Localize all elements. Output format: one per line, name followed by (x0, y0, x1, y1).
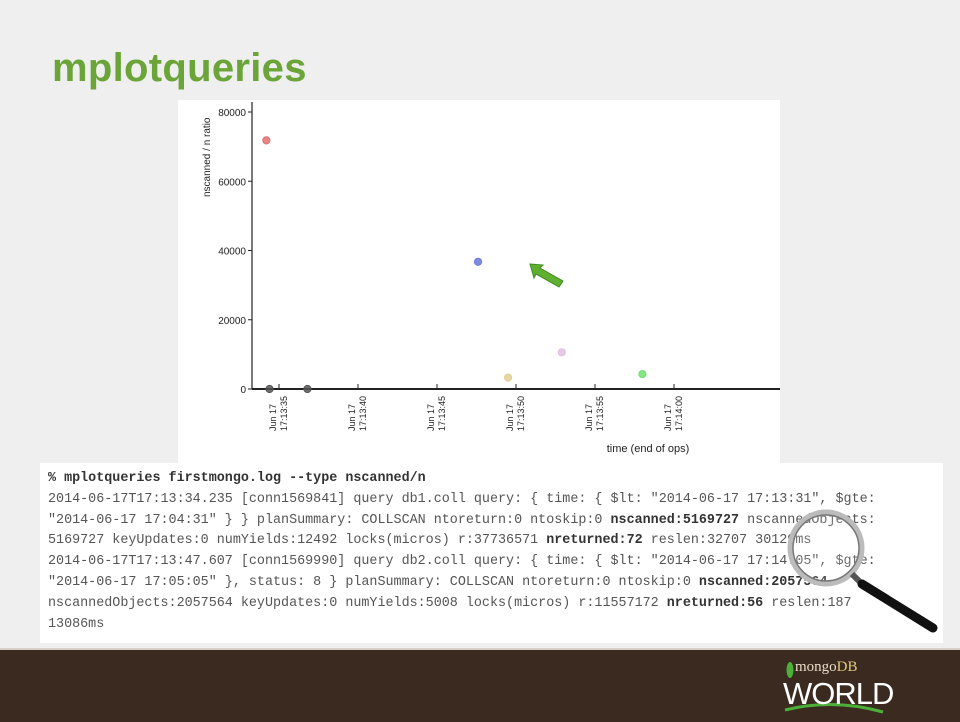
log-text: nscannedObjects: (739, 512, 876, 528)
data-point (504, 373, 513, 382)
log-text: "2014-06-17 17:05:05" }, status: 8 } pla… (48, 574, 699, 590)
y-tick-label: 80000 (218, 108, 246, 119)
log-line: 5169727 keyUpdates:0 numYields:12492 loc… (48, 531, 876, 552)
log-line: "2014-06-17 17:04:31" } } planSummary: C… (48, 511, 876, 532)
y-tick-label: 20000 (218, 316, 246, 327)
y-axis-label: nscanned / n ratio (202, 117, 213, 197)
green-arrow-icon (529, 263, 564, 288)
x-tick-label: 17:13:50 (516, 396, 526, 431)
data-point (303, 384, 312, 394)
data-point (638, 370, 647, 379)
log-text: 5169727 keyUpdates:0 numYields:12492 loc… (48, 533, 547, 549)
data-point (265, 384, 274, 394)
log-highlight: nreturned:56 (666, 595, 764, 611)
log-text: reslen:187 (763, 595, 852, 611)
logo-mongo: mongo (795, 659, 837, 675)
x-tick-label: Jun 17 (426, 404, 436, 431)
log-line: 2014-06-17T17:13:47.607 [conn1569990] qu… (48, 552, 876, 573)
log-text: 2014-06-17T17:13:34.235 [conn1569841] qu… (48, 491, 876, 507)
x-tick-label: Jun 17 (268, 404, 278, 431)
x-tick-label: Jun 17 (505, 404, 515, 431)
mongodb-world-logo: mongoDB WORLD (783, 654, 894, 718)
x-tick-label: 17:13:40 (358, 396, 368, 431)
x-tick-label: 17:13:35 (279, 396, 289, 431)
log-highlight: nscanned:5169727 (610, 512, 740, 528)
y-tick-label: 40000 (218, 247, 246, 258)
x-tick-label: 17:13:55 (595, 396, 605, 431)
logo-mongodb-text: mongoDB (795, 659, 858, 676)
log-text: reslen:32707 30129ms (642, 533, 812, 549)
log-text: nscannedObjects:2057564 keyUpdates:0 num… (48, 595, 667, 611)
log-text: 13086ms (48, 616, 105, 632)
log-lines: % mplotqueries firstmongo.log --type nsc… (48, 469, 876, 635)
leaf-icon (784, 662, 884, 714)
log-highlight: nscanned:2057564 (698, 574, 828, 590)
log-line: % mplotqueries firstmongo.log --type nsc… (48, 469, 876, 490)
data-point (557, 348, 566, 357)
log-line: 13086ms (48, 615, 876, 636)
logo-world-text: WORLD (783, 676, 894, 711)
y-tick-label: 60000 (218, 177, 246, 188)
y-tick-label: 0 (240, 385, 246, 396)
x-tick-label: 17:13:45 (437, 396, 447, 431)
log-line: "2014-06-17 17:05:05" }, status: 8 } pla… (48, 573, 876, 594)
data-point (473, 257, 483, 266)
slide-title: mplotqueries (52, 46, 307, 90)
data-point (262, 136, 271, 145)
x-axis-label: time (end of ops) (607, 443, 690, 455)
log-line: nscannedObjects:2057564 keyUpdates:0 num… (48, 594, 876, 615)
scatter-chart: 0 20000 40000 60000 80000 nscanned / n ratio J… (178, 100, 780, 465)
x-tick-label: Jun 17 (663, 404, 673, 431)
footer: mongoDB WORLD (0, 648, 960, 722)
log-highlight: % mplotqueries firstmongo.log --type nsc… (48, 471, 426, 486)
x-tick-label: Jun 17 (347, 404, 357, 431)
logo-db: DB (836, 659, 858, 675)
log-line: 2014-06-17T17:13:34.235 [conn1569841] qu… (48, 490, 876, 511)
log-text: 2014-06-17T17:13:47.607 [conn1569990] qu… (48, 554, 876, 570)
log-text: "2014-06-17 17:04:31" } } planSummary: C… (48, 512, 611, 528)
terminal-output: % mplotqueries firstmongo.log --type nsc… (40, 463, 943, 643)
log-highlight: nreturned:72 (546, 533, 643, 549)
x-tick-label: 17:14:00 (674, 396, 684, 431)
chart-svg: 0 20000 40000 60000 80000 nscanned / n ratio J… (202, 102, 780, 455)
x-tick-label: Jun 17 (584, 404, 594, 431)
